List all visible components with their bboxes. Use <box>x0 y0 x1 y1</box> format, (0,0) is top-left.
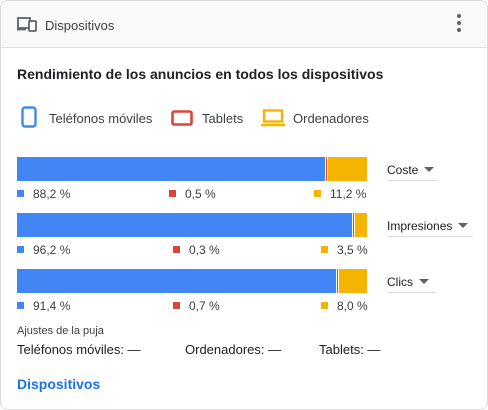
metric-select[interactable]: Clics <box>387 271 435 293</box>
bar-segment-desktop <box>354 213 368 237</box>
pct-tablet: 0,3 % <box>173 243 220 257</box>
tablet-swatch <box>169 190 176 197</box>
bar-segment-mobile <box>17 269 337 293</box>
bid-adjustment-desktop: Ordenadores: — <box>185 342 282 357</box>
mobile-swatch <box>17 190 24 197</box>
bar-segment-desktop <box>327 157 367 181</box>
dropdown-arrow-icon <box>458 223 469 228</box>
bar-segment-desktop <box>339 269 367 293</box>
stacked-bar <box>17 269 367 293</box>
pct-tablet: 0,5 % <box>169 187 216 201</box>
device-row-cost: 88,2 % 0,5 % 11,2 % Coste <box>17 157 477 203</box>
legend-label-desktop: Ordenadores <box>293 111 369 126</box>
bar-segment-mobile <box>17 157 325 181</box>
bid-adjustments-label: Ajustes de la puja <box>17 325 104 337</box>
devices-icon <box>17 17 37 32</box>
desktop-swatch <box>321 302 328 309</box>
pct-tablet: 0,7 % <box>173 299 220 313</box>
devices-link[interactable]: Dispositivos <box>17 376 101 392</box>
smartphone-icon <box>21 106 37 128</box>
bar-segment-mobile <box>17 213 352 237</box>
tablet-swatch <box>173 246 180 253</box>
tablet-icon <box>171 110 193 126</box>
metric-select[interactable]: Impresiones <box>387 215 473 237</box>
bar-segment-tablet <box>351 213 355 237</box>
legend: Teléfonos móviles Tablets Ordenadores <box>17 105 477 131</box>
bid-adjustment-tablet: Tablets: — <box>319 342 381 357</box>
bid-adjustment-mobile: Teléfonos móviles: — <box>17 342 141 357</box>
device-row-impressions: 96,2 % 0,3 % 3,5 % Impresiones <box>17 213 477 259</box>
metric-select[interactable]: Coste <box>387 159 439 181</box>
bid-adjustments-row: Teléfonos móviles: — Ordenadores: — Tabl… <box>17 342 477 360</box>
card-title: Dispositivos <box>45 18 115 33</box>
pct-desktop: 8,0 % <box>321 299 368 313</box>
pct-mobile: 91,4 % <box>17 299 70 313</box>
dropdown-arrow-icon <box>424 167 435 172</box>
dropdown-arrow-icon <box>419 279 429 284</box>
stacked-bar <box>17 157 367 181</box>
legend-label-mobile: Teléfonos móviles <box>49 111 153 126</box>
pct-desktop: 3,5 % <box>321 243 368 257</box>
laptop-icon <box>261 109 285 127</box>
desktop-swatch <box>314 190 321 197</box>
bar-segment-tablet <box>324 157 328 181</box>
section-title: Rendimiento de los anuncios en todos los… <box>17 66 384 82</box>
desktop-swatch <box>321 246 328 253</box>
mobile-swatch <box>17 302 24 309</box>
pct-desktop: 11,2 % <box>314 187 366 201</box>
more-vert-icon[interactable] <box>455 14 463 34</box>
device-row-clicks: 91,4 % 0,7 % 8,0 % Clics <box>17 269 477 315</box>
stacked-bar <box>17 213 368 237</box>
pct-mobile: 88,2 % <box>17 187 70 201</box>
pct-mobile: 96,2 % <box>17 243 70 257</box>
mobile-swatch <box>17 246 24 253</box>
card-header: Dispositivos <box>1 1 487 48</box>
tablet-swatch <box>173 302 180 309</box>
bar-segment-tablet <box>336 269 340 293</box>
legend-label-tablet: Tablets <box>202 111 244 126</box>
